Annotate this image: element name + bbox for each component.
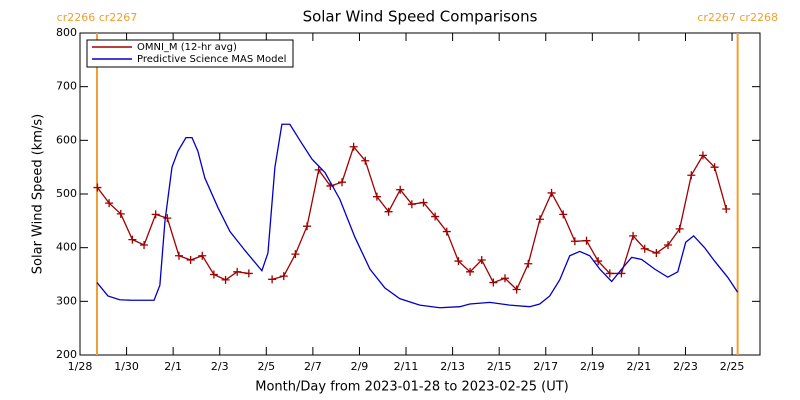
point-marker [698, 151, 707, 160]
point-marker [524, 259, 533, 268]
point-marker [582, 236, 591, 245]
y-tick-label: 500 [56, 187, 77, 200]
point-marker [268, 275, 277, 284]
point-marker [605, 269, 614, 278]
chart-title: Solar Wind Speed Comparisons [303, 8, 538, 26]
point-marker [629, 231, 638, 240]
x-tick-label: 2/21 [627, 360, 652, 373]
legend-label: OMNI_M (12-hr avg) [137, 42, 237, 53]
x-tick-label: 2/5 [257, 360, 275, 373]
point-marker [687, 171, 696, 180]
carrington-label: cr2267 cr2268 [697, 11, 778, 24]
point-marker [652, 249, 661, 258]
point-marker [535, 215, 544, 224]
x-tick-label: 2/9 [351, 360, 369, 373]
point-marker [547, 188, 556, 197]
point-marker [349, 142, 358, 151]
point-marker [314, 165, 323, 174]
y-tick-label: 400 [56, 241, 77, 254]
point-marker [93, 183, 102, 192]
point-marker [186, 256, 195, 265]
x-axis-label: Month/Day from 2023-01-28 to 2023-02-25 … [255, 380, 568, 395]
point-marker [722, 205, 731, 214]
x-tick-label: 1/30 [114, 360, 139, 373]
point-marker [407, 200, 416, 209]
point-marker [174, 251, 183, 260]
y-tick-label: 700 [56, 80, 77, 93]
point-marker [559, 210, 568, 219]
point-marker [431, 212, 440, 221]
point-marker [570, 237, 579, 246]
point-marker [221, 275, 230, 284]
point-marker [675, 224, 684, 233]
point-marker [710, 163, 719, 172]
point-marker [209, 270, 218, 279]
point-marker [337, 178, 346, 187]
y-tick-label: 200 [56, 348, 77, 361]
point-marker [291, 250, 300, 259]
x-tick-label: 2/3 [211, 360, 229, 373]
point-marker [512, 285, 521, 294]
x-tick-label: 2/7 [304, 360, 322, 373]
x-tick-label: 1/28 [68, 360, 93, 373]
carrington-label: cr2266 cr2267 [57, 11, 138, 24]
x-tick-label: 2/19 [580, 360, 605, 373]
point-marker [477, 256, 486, 265]
legend-box [86, 39, 294, 68]
point-marker [664, 240, 673, 249]
point-marker [419, 198, 428, 207]
point-marker [501, 274, 509, 283]
point-marker [466, 267, 475, 276]
point-marker [361, 156, 370, 165]
x-tick-label: 2/25 [720, 360, 745, 373]
x-tick-label: 2/15 [487, 360, 512, 373]
point-marker [372, 192, 381, 201]
point-marker [384, 207, 393, 216]
point-marker [140, 240, 149, 249]
point-marker [442, 227, 451, 236]
point-marker [454, 257, 463, 266]
point-marker [396, 185, 405, 194]
point-marker [303, 222, 312, 231]
point-marker [489, 278, 498, 287]
point-marker [279, 272, 288, 281]
point-marker [594, 257, 603, 266]
point-marker [640, 244, 649, 253]
point-marker [244, 269, 253, 278]
point-marker [105, 199, 114, 208]
x-tick-label: 2/23 [673, 360, 698, 373]
y-tick-label: 800 [56, 26, 77, 39]
x-tick-label: 2/17 [533, 360, 558, 373]
point-marker [198, 251, 207, 260]
series-line [96, 123, 739, 309]
point-marker [233, 267, 242, 276]
y-tick-label: 300 [56, 294, 77, 307]
point-marker [116, 209, 125, 218]
point-marker [151, 210, 160, 219]
legend-label: Predictive Science MAS Model [137, 54, 286, 65]
point-marker [128, 235, 137, 244]
series-line [96, 145, 727, 291]
x-tick-label: 2/1 [164, 360, 182, 373]
y-axis-label: Solar Wind Speed (km/s) [31, 114, 46, 274]
y-tick-label: 600 [56, 133, 77, 146]
point-marker [163, 214, 172, 223]
x-tick-label: 2/11 [394, 360, 419, 373]
x-tick-label: 2/13 [440, 360, 465, 373]
